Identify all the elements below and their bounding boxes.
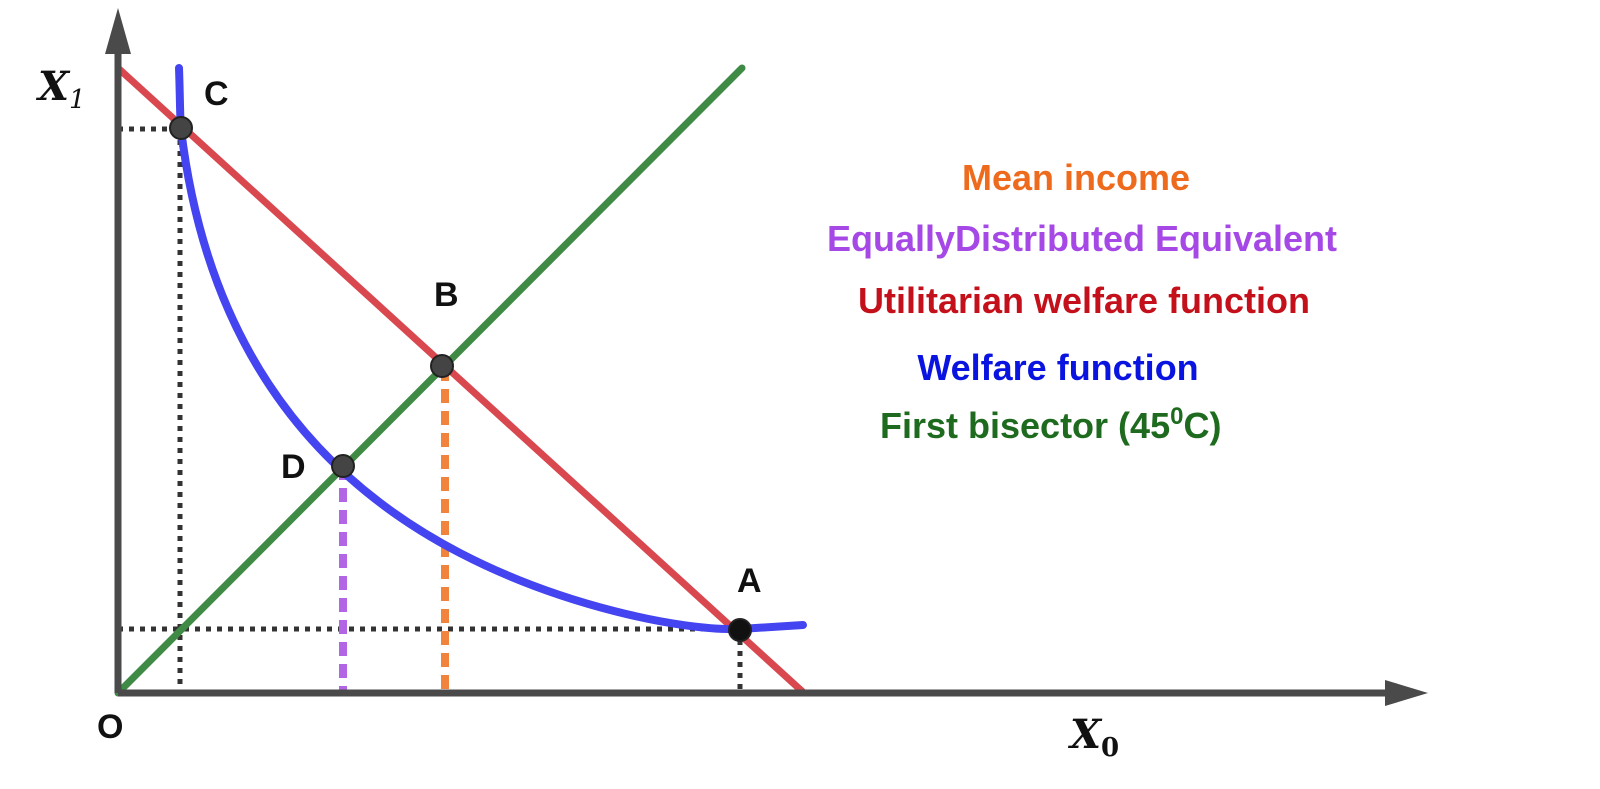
first-bisector-line [114, 64, 746, 697]
utilitarian-welfare-line [114, 64, 808, 697]
y-axis-label: X1 [35, 63, 86, 115]
welfare-function-curve [175, 64, 807, 634]
point-c [169, 116, 193, 140]
point-b-label: B [434, 276, 459, 314]
projection-guides [118, 126, 743, 693]
y-axis-arrowhead [105, 8, 131, 54]
axes [105, 8, 1428, 706]
legend-ede: EquallyDistributed Equivalent [827, 218, 1337, 259]
point-a [728, 618, 752, 642]
origin-label: O [97, 708, 123, 746]
point-a-label: A [737, 562, 762, 600]
legend: Mean income EquallyDistributed Equivalen… [827, 157, 1337, 446]
legend-bisector: First bisector (450C) [880, 403, 1221, 446]
x-axis-arrowhead [1385, 680, 1428, 706]
legend-welfare: Welfare function [917, 347, 1198, 388]
legend-mean-income: Mean income [962, 157, 1190, 198]
point-d-label: D [281, 448, 306, 486]
point-b [430, 354, 454, 378]
legend-utilitarian: Utilitarian welfare function [858, 280, 1310, 321]
point-d [331, 454, 355, 478]
point-c-label: C [204, 75, 229, 113]
points [169, 116, 752, 642]
x-axis-label: X0 [1067, 711, 1119, 763]
